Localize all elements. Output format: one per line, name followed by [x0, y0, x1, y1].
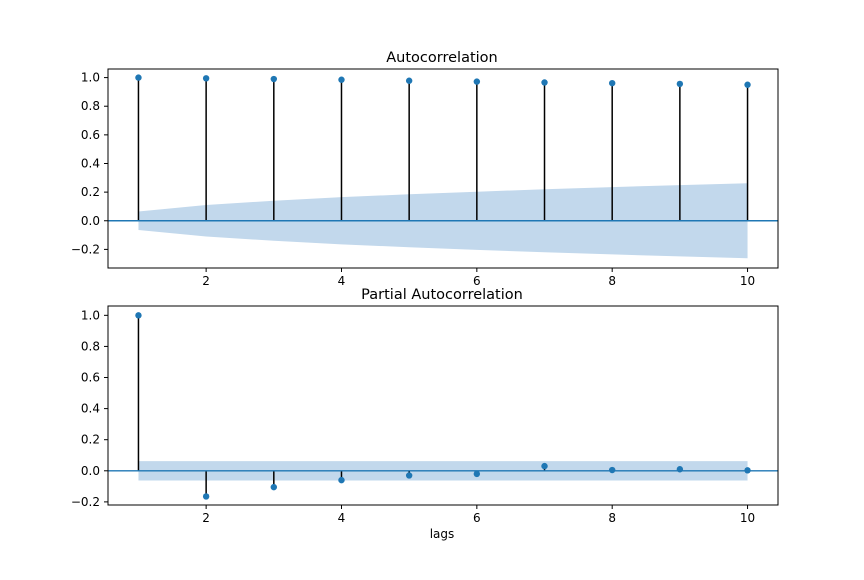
pacf-marker-lag-7	[541, 462, 548, 470]
pacf-y-tick-label-2: 0.2	[81, 433, 100, 447]
x-axis-label: lags	[430, 527, 455, 541]
acf-marker-lag-3	[270, 75, 278, 83]
pacf-plot-layer: 2 4 6 8 10 −0.2 0.0 0.2 0.4 0.6 0.8 1.0	[71, 305, 779, 525]
acf-y-tick-label-2: 0.2	[81, 185, 100, 199]
pacf-marker-lag-6	[473, 470, 481, 478]
partial-autocorrelation-title: Partial Autocorrelation	[361, 287, 523, 303]
pacf-y-tick-label-1: 0.0	[81, 464, 100, 478]
pacf-y-tick-label-4: 0.6	[81, 371, 100, 385]
pacf-x-tick-label-4: 4	[338, 511, 346, 525]
acf-y-tick-label-4: 0.6	[81, 128, 100, 142]
pacf-axes-frame	[107, 305, 779, 506]
acf-x-tick-label-4: 4	[338, 274, 346, 288]
pacf-y-tick-label-5: 0.8	[81, 339, 100, 353]
pacf-y-tick-label-6: 1.0	[81, 308, 100, 322]
autocorrelation-title: Autocorrelation	[386, 50, 497, 66]
pacf-x-tick-label-8: 8	[608, 511, 616, 525]
acf-marker-lag-1	[135, 74, 142, 81]
pacf-marker-lag-1	[135, 312, 142, 319]
autocorrelation-panel: 2 4 6 8 10 −0.2 0.0 0.2 0.4 0.6 0.8 1.0 Autocorrelat…	[71, 50, 779, 288]
acf-x-tick-label-10: 10	[740, 274, 755, 288]
acf-y-tick-label-5: 0.8	[81, 99, 100, 113]
acf-y-tick-label-1: 0.0	[81, 214, 100, 228]
acf-marker-lag-6	[473, 78, 481, 85]
pacf-marker-lag-4	[338, 476, 345, 484]
acf-marker-lag-5	[405, 77, 413, 84]
pacf-marker-lag-3	[270, 483, 278, 491]
pacf-marker-lag-2	[202, 493, 210, 500]
pacf-marker-lag-10	[744, 467, 751, 474]
acf-marker-lag-9	[676, 80, 684, 88]
acf-x-tick-label-6: 6	[473, 274, 481, 288]
acf-x-tick-label-2: 2	[202, 274, 210, 288]
acf-marker-lag-8	[608, 79, 616, 87]
pacf-marker-lag-5	[405, 472, 413, 479]
acf-x-tick-label-8: 8	[608, 274, 616, 288]
acf-y-tick-label-6: 1.0	[81, 71, 100, 85]
pacf-x-tick-label-10: 10	[740, 511, 755, 525]
acf-y-tick-label-3: 0.4	[81, 156, 100, 170]
acf-plot-layer: 2 4 6 8 10 −0.2 0.0 0.2 0.4 0.6 0.8 1.0	[71, 68, 779, 288]
acf-marker-lag-10	[744, 81, 751, 88]
acf-marker-lag-2	[202, 75, 210, 82]
pacf-y-tick-label-0: −0.2	[71, 495, 100, 509]
partial-autocorrelation-panel: 2 4 6 8 10 −0.2 0.0 0.2 0.4 0.6 0.8 1.0 Partial Auto…	[71, 287, 779, 541]
pacf-x-tick-label-6: 6	[473, 511, 481, 525]
acf-axes-frame	[107, 68, 779, 269]
pacf-marker-lag-8	[608, 466, 616, 474]
pacf-y-tick-label-3: 0.4	[81, 402, 100, 416]
acf-y-tick-label-0: −0.2	[71, 242, 100, 256]
pacf-x-tick-label-2: 2	[202, 511, 210, 525]
acf-marker-lag-7	[541, 79, 548, 86]
acf-marker-lag-4	[338, 76, 345, 83]
pacf-marker-lag-9	[676, 466, 684, 473]
